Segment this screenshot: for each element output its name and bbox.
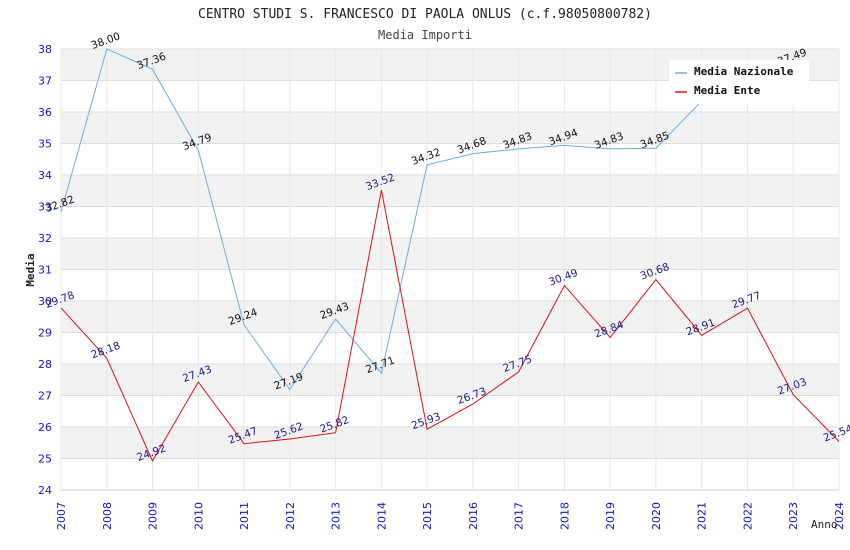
- y-tick-label: 27: [38, 390, 52, 403]
- x-tick-label: 2009: [147, 502, 160, 530]
- y-tick-label: 33: [38, 201, 52, 214]
- grid-band: [61, 112, 839, 144]
- grid-band: [61, 427, 839, 459]
- x-tick-label: 2012: [284, 502, 297, 530]
- x-tick-label: 2016: [467, 502, 480, 530]
- series-line-1: [60, 190, 840, 463]
- chart-title: CENTRO STUDI S. FRANCESCO DI PAOLA ONLUS…: [198, 7, 652, 22]
- x-tick-label: 2011: [238, 502, 251, 530]
- y-tick-label: 28: [38, 358, 52, 371]
- y-tick-label: 32: [38, 232, 52, 245]
- y-tick-label: 35: [38, 138, 52, 151]
- x-tick-label: 2013: [330, 502, 343, 530]
- grid-bands: [61, 49, 839, 490]
- x-tick-label: 2007: [55, 502, 68, 530]
- legend-label-ente: Media Ente: [694, 84, 761, 97]
- x-tick-label: 2021: [696, 502, 709, 530]
- y-tick-label: 29: [38, 327, 52, 340]
- y-tick-label: 25: [38, 453, 52, 466]
- legend-box: [669, 60, 809, 104]
- legend: Media Nazionale Media Ente: [669, 60, 809, 104]
- x-axis-label: Anno: [811, 518, 838, 531]
- grid-lines: [60, 48, 840, 491]
- x-tick-label: 2015: [421, 502, 434, 530]
- chart-subtitle: Media Importi: [378, 28, 472, 42]
- x-tick-label: 2023: [787, 502, 800, 530]
- y-tick-label: 37: [38, 75, 52, 88]
- y-tick-label: 31: [38, 264, 52, 277]
- grid-band: [61, 458, 839, 490]
- x-tick-label: 2022: [741, 502, 754, 530]
- grid-band: [61, 364, 839, 396]
- y-axis-label: Media: [24, 253, 37, 286]
- y-tick-label: 36: [38, 106, 52, 119]
- x-tick-label: 2018: [558, 502, 571, 530]
- grid-band: [61, 395, 839, 427]
- x-tick-label: 2014: [375, 502, 388, 530]
- grid-band: [61, 301, 839, 333]
- x-tick-label: 2020: [650, 502, 663, 530]
- legend-label-nazionale: Media Nazionale: [694, 65, 794, 78]
- y-tick-label: 26: [38, 421, 52, 434]
- grid-band: [61, 269, 839, 301]
- y-tick-label: 34: [38, 169, 52, 182]
- x-tick-label: 2024: [833, 502, 846, 530]
- grid-band: [61, 332, 839, 364]
- grid-band: [61, 238, 839, 270]
- y-axis-ticks: 24 25 26 27 28 29 30 31 32 33 34 35 36 37 38: [38, 43, 52, 497]
- x-tick-label: 2017: [513, 502, 526, 530]
- grid-band: [61, 206, 839, 238]
- y-tick-label: 24: [38, 484, 52, 497]
- grid-band: [61, 175, 839, 207]
- series-line-0: [60, 48, 794, 391]
- x-tick-label: 2008: [101, 502, 114, 530]
- y-tick-label: 30: [38, 295, 52, 308]
- x-tick-label: 2019: [604, 502, 617, 530]
- x-axis-ticks: 2007 2008 2009 2010 2011 2012 2013 2014 2015 2016…: [55, 502, 846, 530]
- series-lines: [60, 48, 840, 463]
- y-tick-label: 38: [38, 43, 52, 56]
- x-tick-label: 2010: [192, 502, 205, 530]
